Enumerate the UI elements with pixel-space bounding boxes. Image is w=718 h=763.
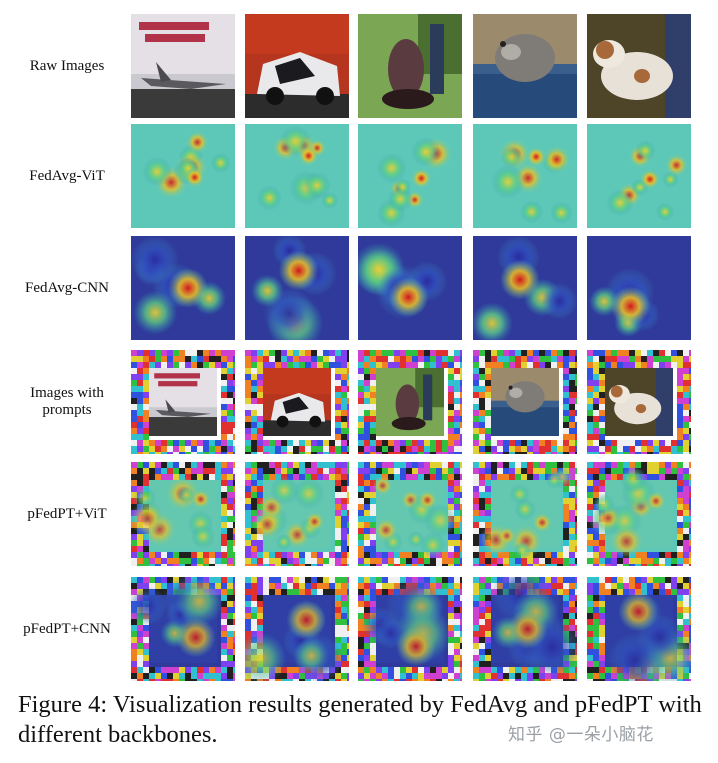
cnn-bird-image — [358, 236, 462, 340]
image-tile-bird — [358, 236, 462, 340]
raw-car-image — [245, 14, 349, 118]
image-tile-dog — [587, 236, 691, 340]
row-label: FedAvg-CNN — [25, 279, 109, 296]
image-tile-dog — [587, 350, 691, 454]
image-tile-car — [245, 577, 349, 681]
image-tile-car — [245, 124, 349, 228]
image-tile-cat — [473, 577, 577, 681]
raw-prompt-car-image — [245, 350, 349, 454]
image-tile-airplane — [131, 350, 235, 454]
vit-prompt-cat-image — [473, 462, 577, 566]
image-tile-dog — [587, 124, 691, 228]
image-tile-car — [245, 14, 349, 118]
image-tile-dog — [587, 462, 691, 566]
cnn-prompt-dog-image — [587, 577, 691, 681]
image-tile-airplane — [131, 577, 235, 681]
image-tile-dog — [587, 577, 691, 681]
cnn-prompt-bird-image — [358, 577, 462, 681]
image-tile-car — [245, 350, 349, 454]
image-tile-cat — [473, 124, 577, 228]
raw-cat-image — [473, 14, 577, 118]
image-tile-bird — [358, 577, 462, 681]
raw-bird-image — [358, 14, 462, 118]
cnn-airplane-image — [131, 236, 235, 340]
image-tile-bird — [358, 14, 462, 118]
image-tile-bird — [358, 350, 462, 454]
image-tile-airplane — [131, 462, 235, 566]
vit-car-image — [245, 124, 349, 228]
cnn-car-image — [245, 236, 349, 340]
raw-prompt-airplane-image — [131, 350, 235, 454]
raw-airplane-image — [131, 14, 235, 118]
vit-prompt-dog-image — [587, 462, 691, 566]
vit-prompt-car-image — [245, 462, 349, 566]
row-label: FedAvg-ViT — [29, 167, 105, 184]
image-tile-car — [245, 462, 349, 566]
watermark: 知乎 @一朵小脑花 — [508, 725, 654, 745]
image-tile-cat — [473, 14, 577, 118]
image-tile-car — [245, 236, 349, 340]
raw-dog-image — [587, 14, 691, 118]
raw-prompt-cat-image — [473, 350, 577, 454]
cnn-dog-image — [587, 236, 691, 340]
image-tile-airplane — [131, 124, 235, 228]
image-tile-cat — [473, 350, 577, 454]
vit-prompt-airplane-image — [131, 462, 235, 566]
cnn-prompt-airplane-image — [131, 577, 235, 681]
raw-prompt-dog-image — [587, 350, 691, 454]
cnn-prompt-car-image — [245, 577, 349, 681]
cnn-cat-image — [473, 236, 577, 340]
image-tile-bird — [358, 124, 462, 228]
row-label: Images with prompts — [30, 385, 104, 418]
raw-prompt-bird-image — [358, 350, 462, 454]
cnn-prompt-cat-image — [473, 577, 577, 681]
row-label: pFedPT+ViT — [27, 505, 107, 522]
image-tile-cat — [473, 462, 577, 566]
image-tile-bird — [358, 462, 462, 566]
vit-cat-image — [473, 124, 577, 228]
image-tile-airplane — [131, 14, 235, 118]
vit-bird-image — [358, 124, 462, 228]
vit-prompt-bird-image — [358, 462, 462, 566]
image-tile-dog — [587, 14, 691, 118]
image-tile-airplane — [131, 236, 235, 340]
vit-dog-image — [587, 124, 691, 228]
vit-airplane-image — [131, 124, 235, 228]
row-label: Raw Images — [29, 57, 105, 74]
image-tile-cat — [473, 236, 577, 340]
figure-caption: Figure 4: Visualization results generate… — [18, 691, 702, 748]
row-label: pFedPT+CNN — [23, 620, 111, 637]
